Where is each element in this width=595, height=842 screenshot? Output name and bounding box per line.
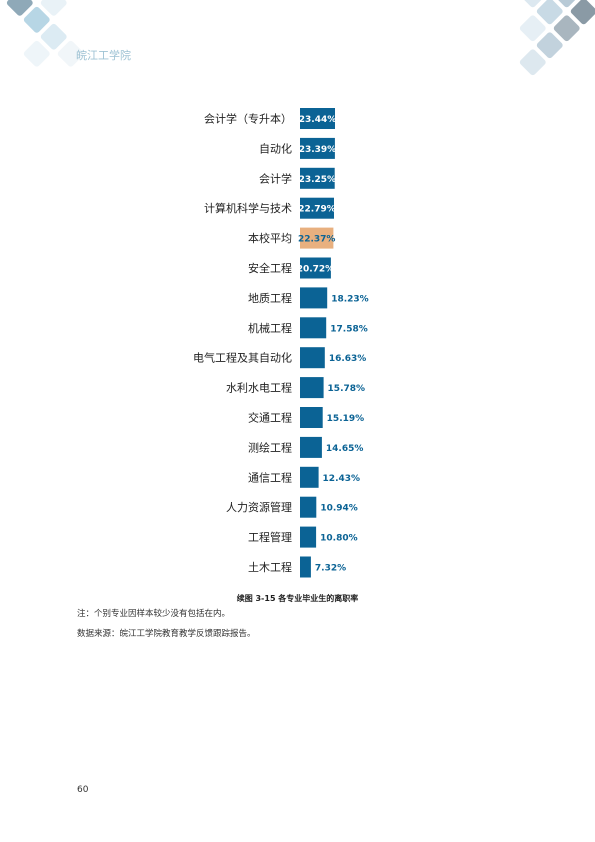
- bar-2: [300, 167, 335, 189]
- page-number: 60: [77, 785, 89, 795]
- value-label: 23.25%: [299, 175, 337, 185]
- bar-5: [300, 257, 331, 279]
- bar-13: [300, 496, 317, 518]
- value-label: 18.23%: [331, 294, 369, 304]
- value-label: 7.32%: [315, 564, 346, 574]
- value-label: 22.79%: [298, 205, 336, 215]
- value-label: 17.58%: [330, 324, 368, 334]
- bar-9: [300, 377, 324, 399]
- category-label: 会计学: [259, 171, 292, 185]
- category-label: 地质工程: [248, 292, 292, 305]
- value-label: 15.78%: [328, 384, 366, 394]
- category-label: 计算机科学与技术: [204, 201, 292, 215]
- category-label: 通信工程: [248, 471, 292, 484]
- chart-caption: 续图 3-15 各专业毕业生的离职率: [236, 594, 359, 603]
- bar-6: [300, 287, 328, 309]
- bar-10: [300, 407, 323, 428]
- bar-12: [300, 466, 319, 488]
- category-label: 机械工程: [248, 321, 292, 335]
- category-label: 工程管理: [248, 530, 292, 544]
- turnover-rate-bar-chart: 会计学（专升本） 23.44% 自动化 23.39% 会计学 23.25% 计算机科学与技术…: [193, 108, 369, 578]
- bar-8: [300, 347, 325, 369]
- bar-14: [300, 526, 317, 548]
- value-label: 10.94%: [320, 504, 358, 514]
- value-label: 16.63%: [329, 354, 367, 364]
- value-label: 22.37%: [298, 235, 336, 245]
- corner-decoration-left: [6, 0, 84, 67]
- bar-11: [300, 436, 322, 458]
- chart-note: 注：个别专业因样本较少没有包括在内。: [77, 609, 231, 619]
- corner-decoration-right: [519, 0, 595, 76]
- value-label: 12.43%: [323, 474, 361, 484]
- category-label: 安全工程: [248, 261, 292, 275]
- value-label: 20.72%: [297, 265, 335, 275]
- data-source-note: 数据来源：皖江工学院教育教学反馈跟踪报告。: [77, 629, 256, 639]
- category-label: 交通工程: [248, 411, 292, 425]
- value-label: 23.44%: [299, 115, 337, 125]
- bar-1: [300, 137, 335, 159]
- category-label: 人力资源管理: [226, 500, 292, 514]
- value-label: 23.39%: [299, 145, 337, 155]
- header-school-name: 皖江工学院: [76, 49, 131, 62]
- category-label: 电气工程及其自动化: [193, 351, 292, 365]
- bar-7: [300, 317, 327, 339]
- category-label: 会计学（专升本）: [204, 112, 292, 126]
- category-label: 水利水电工程: [226, 382, 292, 395]
- category-label: 测绘工程: [248, 440, 292, 454]
- category-label: 本校平均: [248, 231, 292, 245]
- category-label: 自动化: [259, 141, 292, 155]
- bar-4: [300, 227, 334, 249]
- value-label: 10.80%: [320, 534, 358, 544]
- value-label: 15.19%: [327, 414, 365, 424]
- value-label: 14.65%: [326, 444, 364, 454]
- bar-15: [300, 556, 311, 578]
- bar-0: [300, 108, 335, 129]
- bar-3: [300, 197, 334, 219]
- category-label: 土木工程: [248, 561, 292, 574]
